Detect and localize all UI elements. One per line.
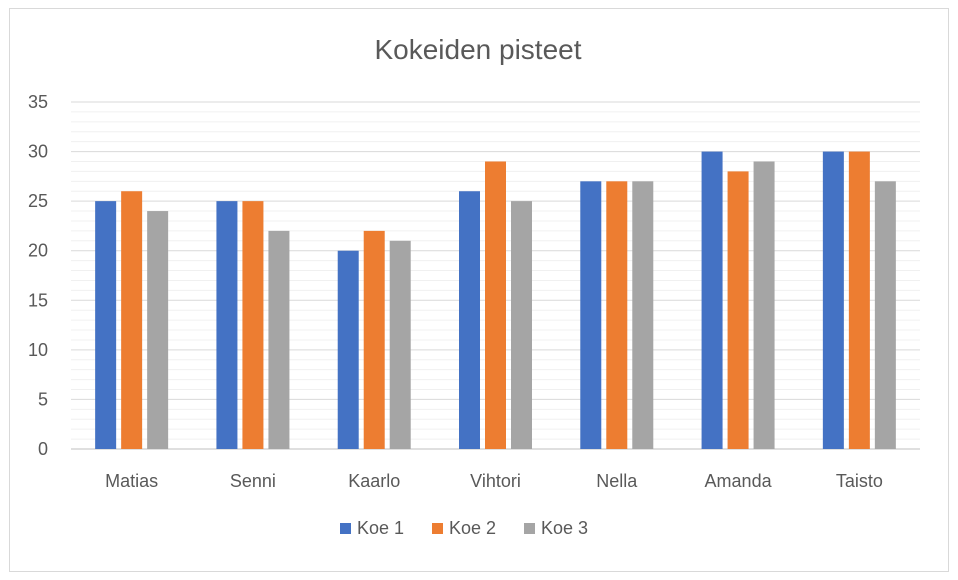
x-tick-label: Vihtori xyxy=(470,471,521,491)
y-tick-label: 10 xyxy=(28,340,48,360)
bar-koe-2-amanda xyxy=(727,171,749,449)
legend-swatch xyxy=(340,523,351,534)
bars xyxy=(95,151,896,450)
bar-koe-1-matias xyxy=(95,201,117,449)
bar-koe-3-senni xyxy=(268,230,290,449)
bar-koe-3-amanda xyxy=(753,161,775,449)
bar-koe-1-nella xyxy=(580,181,602,450)
bar-koe-2-taisto xyxy=(848,151,870,450)
bar-koe-1-taisto xyxy=(822,151,844,450)
y-tick-label: 20 xyxy=(28,241,48,261)
legend-swatch xyxy=(432,523,443,534)
x-tick-label: Amanda xyxy=(705,471,773,491)
bar-koe-3-taisto xyxy=(874,181,896,450)
bar-koe-3-vihtori xyxy=(511,201,532,449)
bar-koe-3-kaarlo xyxy=(389,240,411,449)
x-tick-label: Kaarlo xyxy=(348,471,400,491)
legend-swatch xyxy=(524,523,535,534)
bar-koe-2-matias xyxy=(121,191,143,449)
legend-label: Koe 2 xyxy=(449,518,496,538)
bar-koe-2-kaarlo xyxy=(363,230,385,449)
x-tick-label: Taisto xyxy=(836,471,883,491)
y-tick-label: 35 xyxy=(28,92,48,112)
x-axis: Matias Senni Kaarlo Vihtori Nella Amanda Taist… xyxy=(105,471,883,491)
x-tick-label: Matias xyxy=(105,471,158,491)
bar-koe-1-vihtori xyxy=(459,191,480,449)
bar-koe-1-amanda xyxy=(701,151,723,450)
bar-koe-2-vihtori xyxy=(485,161,506,449)
x-tick-label: Senni xyxy=(230,471,276,491)
chart-title: Kokeiden pisteet xyxy=(374,34,581,65)
legend: Koe 1 Koe 2 Koe 3 xyxy=(340,518,588,538)
y-tick-label: 0 xyxy=(38,439,48,459)
bar-koe-2-nella xyxy=(606,181,628,450)
legend-label: Koe 1 xyxy=(357,518,404,538)
y-axis: 0 5 10 15 20 25 30 35 xyxy=(28,92,48,459)
bar-koe-3-matias xyxy=(147,211,169,449)
chart-svg: Kokeiden pisteet 0 5 10 15 20 25 30 35 Matias Se… xyxy=(28,34,920,538)
legend-label: Koe 3 xyxy=(541,518,588,538)
y-tick-label: 15 xyxy=(28,290,48,310)
bar-koe-1-senni xyxy=(216,201,238,449)
x-tick-label: Nella xyxy=(596,471,638,491)
bar-koe-1-kaarlo xyxy=(337,250,359,449)
bar-koe-3-nella xyxy=(632,181,654,450)
bar-koe-2-senni xyxy=(242,201,264,449)
y-tick-label: 5 xyxy=(38,389,48,409)
chart-frame: Kokeiden pisteet 0 5 10 15 20 25 30 35 Matias Se… xyxy=(9,8,949,572)
y-tick-label: 25 xyxy=(28,191,48,211)
y-tick-label: 30 xyxy=(28,142,48,162)
